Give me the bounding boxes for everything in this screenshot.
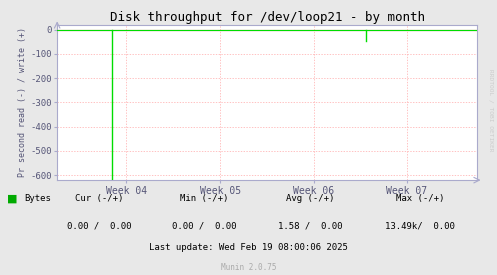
Text: RRDTOOL / TOBI OETIKER: RRDTOOL / TOBI OETIKER	[489, 69, 494, 151]
Text: Min (-/+): Min (-/+)	[179, 194, 228, 203]
Text: Last update: Wed Feb 19 08:00:06 2025: Last update: Wed Feb 19 08:00:06 2025	[149, 243, 348, 252]
Text: 0.00 /  0.00: 0.00 / 0.00	[171, 221, 236, 230]
Title: Disk throughput for /dev/loop21 - by month: Disk throughput for /dev/loop21 - by mon…	[110, 10, 424, 24]
Text: 0.00 /  0.00: 0.00 / 0.00	[67, 221, 132, 230]
Text: 1.58 /  0.00: 1.58 / 0.00	[278, 221, 343, 230]
Text: Bytes: Bytes	[24, 194, 51, 203]
Text: 13.49k/  0.00: 13.49k/ 0.00	[385, 221, 455, 230]
Text: Cur (-/+): Cur (-/+)	[75, 194, 124, 203]
Text: Munin 2.0.75: Munin 2.0.75	[221, 263, 276, 272]
Y-axis label: Pr second read (-) / write (+): Pr second read (-) / write (+)	[18, 28, 27, 177]
Text: ■: ■	[7, 194, 18, 204]
Text: Avg (-/+): Avg (-/+)	[286, 194, 335, 203]
Text: Max (-/+): Max (-/+)	[396, 194, 444, 203]
